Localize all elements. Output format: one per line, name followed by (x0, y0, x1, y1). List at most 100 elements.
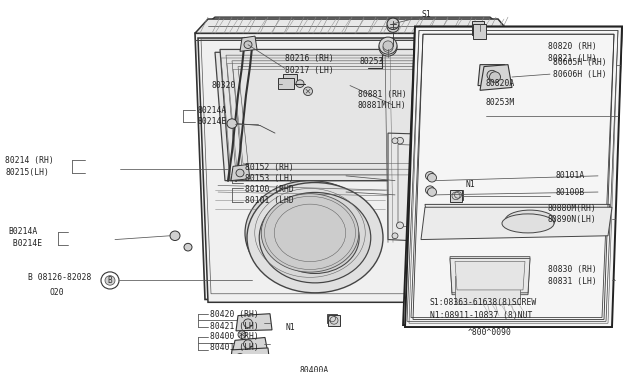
Text: 80320: 80320 (212, 81, 236, 90)
Text: S1:08363-61638(8)SCREW: S1:08363-61638(8)SCREW (430, 298, 537, 307)
Text: 80420 (RH)
80421 (LH): 80420 (RH) 80421 (LH) (210, 310, 259, 331)
Polygon shape (198, 38, 488, 302)
Ellipse shape (282, 211, 348, 264)
Circle shape (392, 138, 398, 144)
Text: N1: N1 (285, 324, 295, 333)
Ellipse shape (245, 181, 375, 285)
Text: 80253M: 80253M (485, 98, 515, 107)
Circle shape (303, 87, 312, 96)
Circle shape (325, 356, 335, 366)
Circle shape (296, 80, 304, 87)
Polygon shape (195, 33, 490, 299)
Polygon shape (220, 49, 470, 181)
Bar (455, 276, 520, 304)
Bar (327, 314, 337, 323)
Text: 80101A: 80101A (555, 171, 584, 180)
Circle shape (243, 319, 253, 327)
Circle shape (383, 41, 393, 50)
Ellipse shape (261, 194, 359, 272)
Circle shape (101, 272, 119, 289)
Ellipse shape (502, 214, 554, 233)
Circle shape (184, 243, 192, 251)
Text: 80152 (RH)
80153 (LH): 80152 (RH) 80153 (LH) (245, 163, 294, 183)
Polygon shape (450, 190, 475, 257)
Polygon shape (450, 259, 530, 293)
Ellipse shape (505, 210, 555, 231)
Circle shape (392, 233, 398, 238)
Circle shape (387, 18, 399, 29)
Circle shape (428, 173, 436, 182)
Bar (328, 315, 340, 326)
Text: 80880M(RH)
80890N(LH): 80880M(RH) 80890N(LH) (548, 204, 596, 224)
Text: 80881 (RH)
80881M(LH): 80881 (RH) 80881M(LH) (358, 90, 407, 110)
Ellipse shape (271, 202, 359, 273)
Text: N1:08911-10837 (8)NUT: N1:08911-10837 (8)NUT (430, 311, 532, 320)
Polygon shape (240, 36, 257, 51)
Circle shape (426, 186, 435, 195)
Text: N1: N1 (465, 180, 475, 189)
Circle shape (379, 39, 397, 56)
Polygon shape (455, 262, 525, 290)
Circle shape (387, 21, 399, 32)
Circle shape (428, 188, 436, 196)
Polygon shape (195, 17, 510, 33)
Bar (450, 190, 462, 202)
Circle shape (170, 231, 180, 241)
Text: 80830 (RH)
80831 (LH): 80830 (RH) 80831 (LH) (548, 266, 596, 286)
Text: B: B (108, 276, 112, 285)
Circle shape (379, 37, 397, 54)
Text: 80605H (RH)
80606H (LH): 80605H (RH) 80606H (LH) (553, 58, 607, 78)
Circle shape (397, 222, 403, 229)
Text: 80820 (RH)
80821 (LH): 80820 (RH) 80821 (LH) (548, 42, 596, 62)
Bar (283, 74, 297, 84)
Circle shape (452, 221, 458, 226)
Text: B 08126-82028: B 08126-82028 (28, 273, 92, 282)
Bar (473, 24, 486, 39)
Ellipse shape (259, 192, 371, 283)
Polygon shape (390, 133, 455, 233)
Circle shape (426, 171, 435, 180)
Circle shape (238, 331, 246, 339)
Polygon shape (421, 207, 612, 240)
Text: 80400 (RH)
80401 (LH): 80400 (RH) 80401 (LH) (210, 332, 259, 352)
Circle shape (447, 206, 454, 212)
Text: O20: O20 (50, 288, 65, 297)
Polygon shape (388, 133, 462, 243)
Bar (472, 21, 484, 35)
Polygon shape (195, 19, 510, 33)
Text: 80100B: 80100B (555, 187, 584, 196)
Text: 80820A: 80820A (485, 79, 515, 88)
Polygon shape (478, 65, 508, 86)
Circle shape (236, 169, 244, 177)
Text: 80100 (RHD
80101 (LHD: 80100 (RHD 80101 (LHD (245, 185, 294, 205)
Circle shape (105, 276, 115, 285)
Circle shape (452, 149, 458, 155)
Polygon shape (405, 27, 622, 327)
Ellipse shape (247, 183, 383, 293)
Circle shape (487, 70, 497, 80)
Circle shape (447, 154, 454, 160)
Circle shape (227, 119, 237, 128)
Polygon shape (215, 52, 470, 181)
Circle shape (243, 340, 253, 349)
Text: 80214A
80214E: 80214A 80214E (198, 106, 227, 126)
Bar (278, 78, 294, 89)
Text: 80216 (RH)
80217 (LH): 80216 (RH) 80217 (LH) (285, 54, 333, 75)
Polygon shape (450, 257, 530, 295)
Polygon shape (403, 27, 622, 325)
Polygon shape (425, 204, 610, 236)
Text: 80253: 80253 (360, 57, 385, 66)
Polygon shape (232, 337, 268, 354)
Text: 80214 (RH)
80215(LH): 80214 (RH) 80215(LH) (5, 156, 54, 177)
Circle shape (490, 72, 500, 82)
Text: ^800^0090: ^800^0090 (468, 328, 512, 337)
Bar (453, 190, 463, 200)
Polygon shape (231, 164, 250, 181)
Text: B0214A
 B0214E: B0214A B0214E (8, 227, 42, 248)
Polygon shape (230, 348, 270, 367)
Circle shape (235, 354, 245, 363)
Circle shape (244, 41, 252, 48)
Polygon shape (236, 314, 272, 331)
Circle shape (397, 137, 403, 144)
Circle shape (383, 43, 393, 52)
